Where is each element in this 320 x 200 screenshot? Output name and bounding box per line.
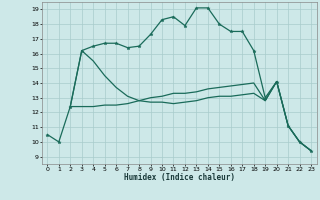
X-axis label: Humidex (Indice chaleur): Humidex (Indice chaleur) xyxy=(124,173,235,182)
